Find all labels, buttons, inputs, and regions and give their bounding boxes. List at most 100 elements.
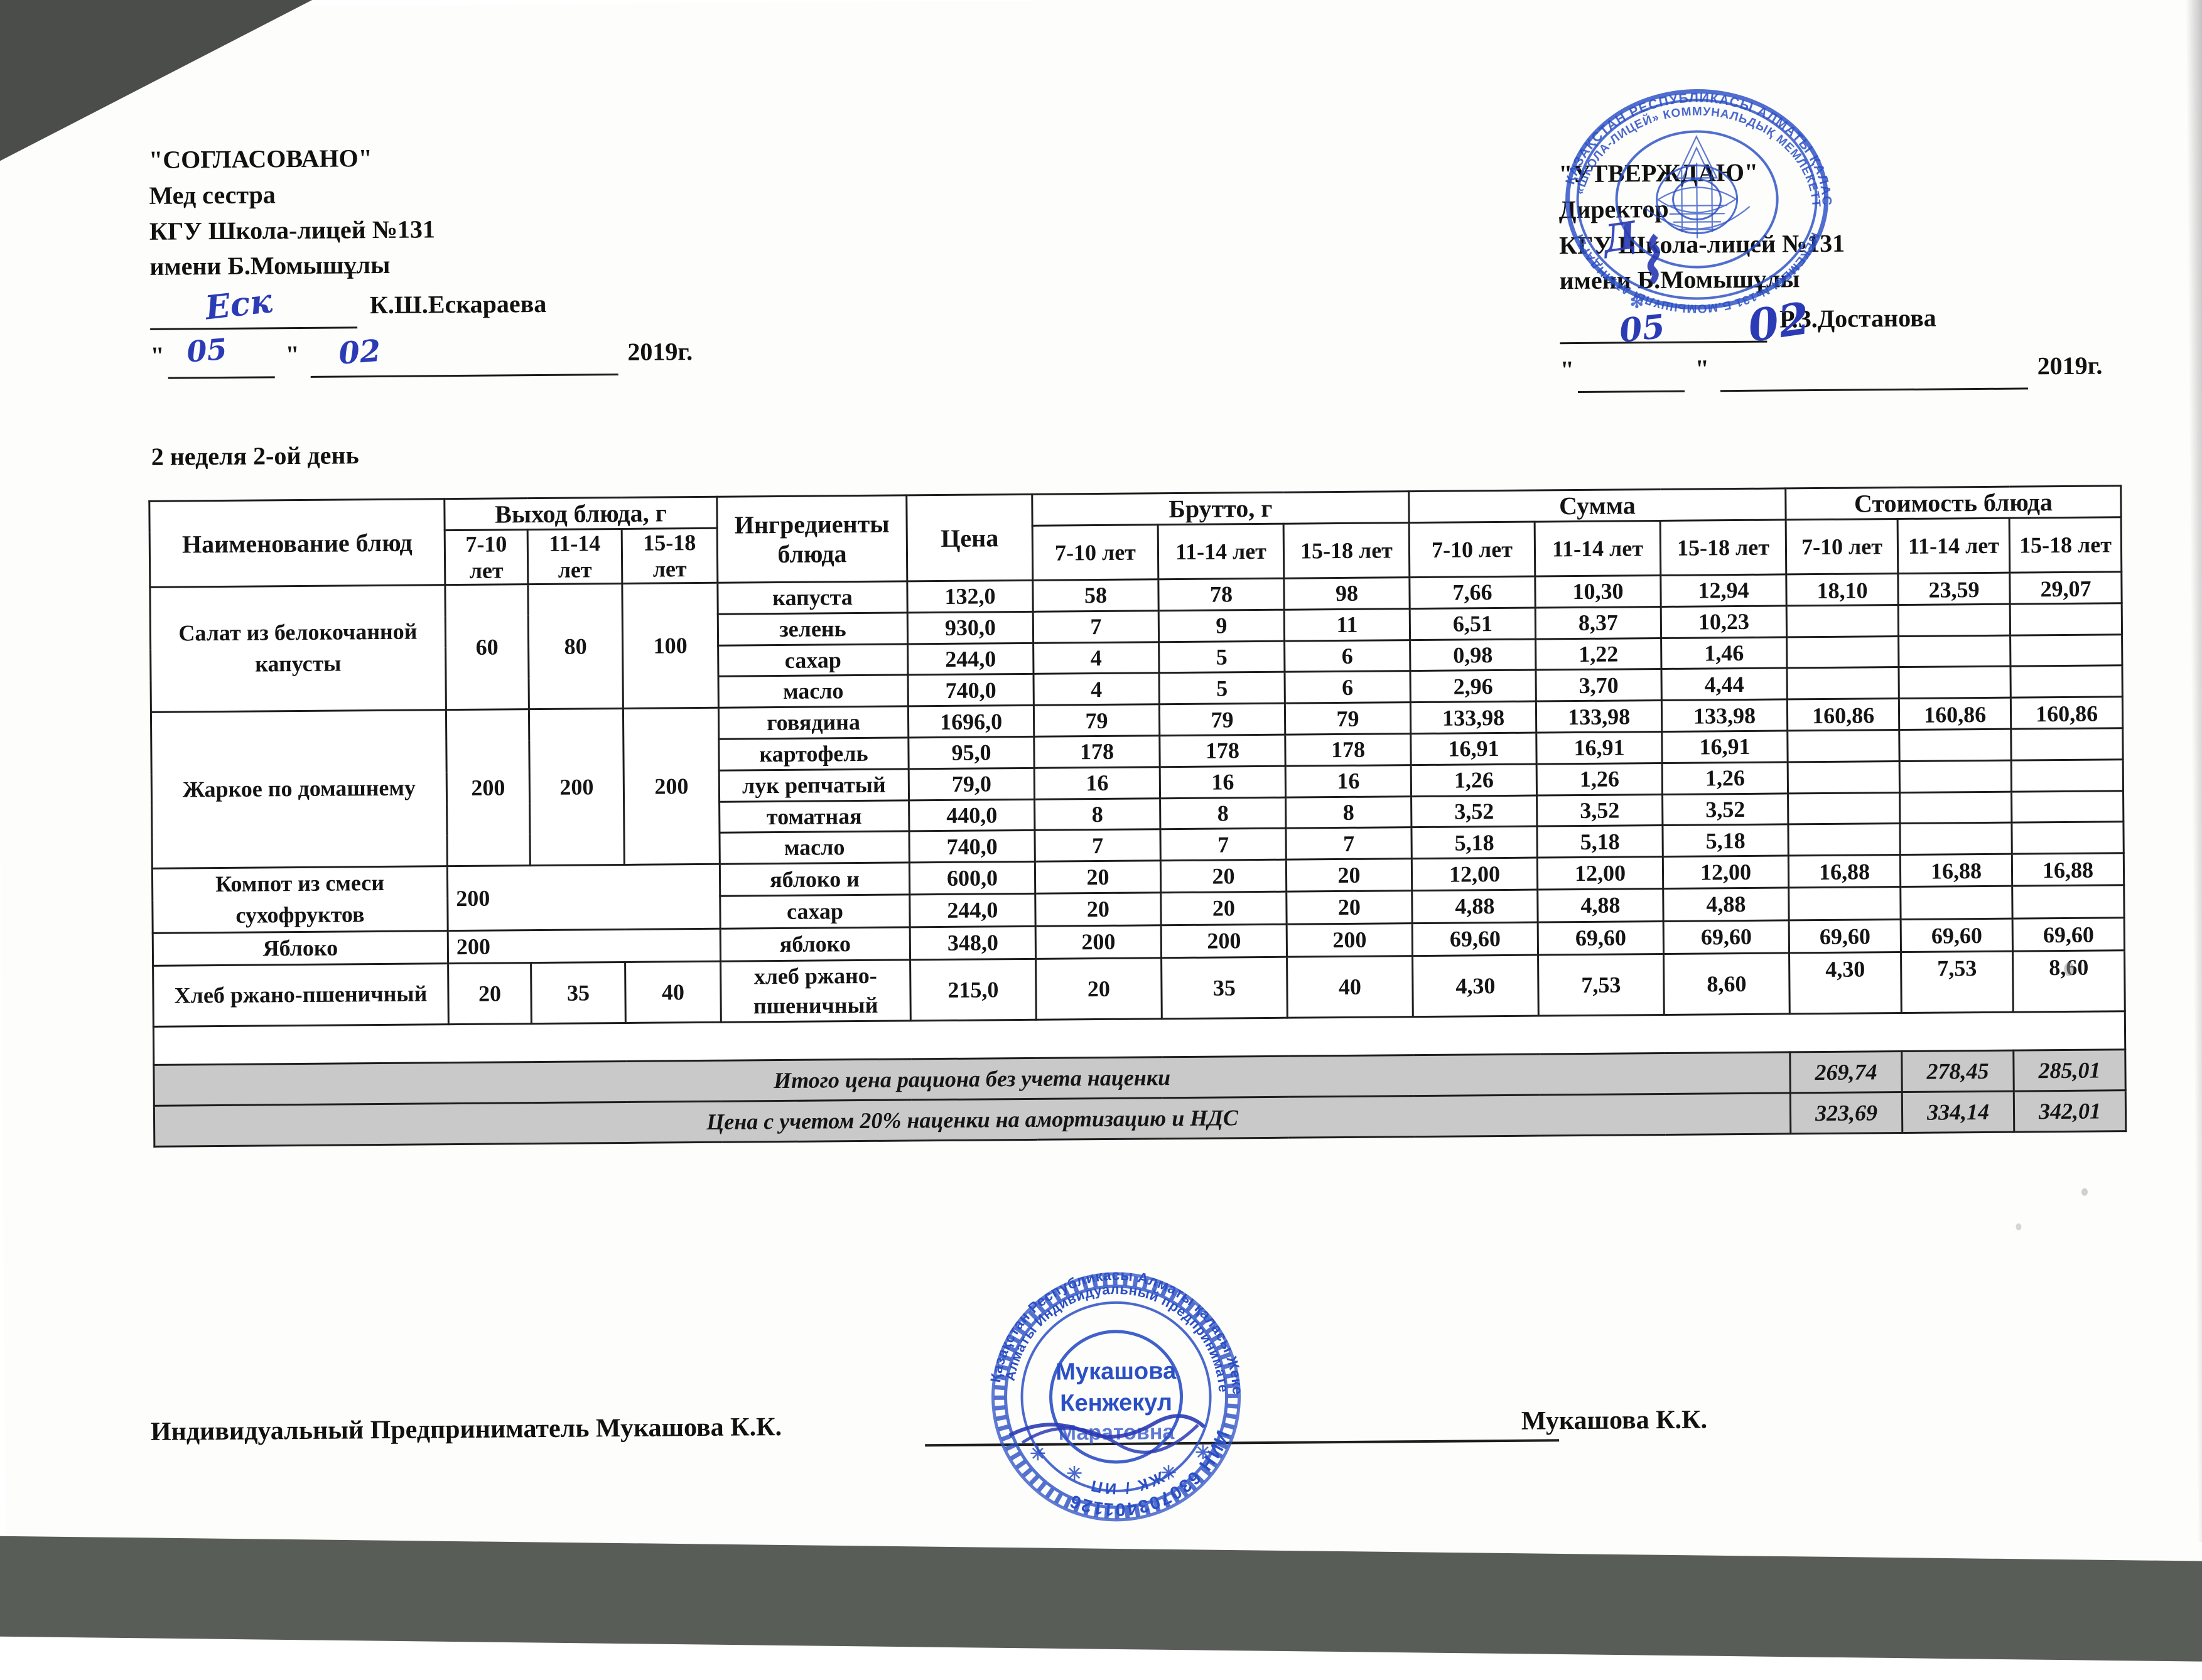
cell-cost-0: 18,10 [1786, 574, 1898, 606]
cell-sum-1: 8,37 [1535, 606, 1661, 638]
th-dish-name: Наименование блюд [149, 499, 445, 588]
cell-output-0: 20 [448, 963, 532, 1025]
cell-cost-empty-2 [2010, 665, 2122, 697]
cell-brutto-2: 98 [1284, 578, 1410, 610]
cell-cost-empty-2 [2012, 790, 2124, 822]
total-value-1-2: 342,01 [2014, 1090, 2126, 1131]
cell-cost-0: 16,88 [1788, 855, 1900, 888]
quote-open-left: " [150, 338, 165, 374]
cell-cost-empty-2 [2010, 634, 2122, 666]
cell-brutto-0: 7 [1033, 611, 1158, 643]
cell-output-1: 35 [531, 962, 626, 1024]
cell-cost-empty-1 [1901, 886, 2012, 919]
cell-output-merged: 200 [448, 929, 720, 964]
cell-sum-2: 5,18 [1663, 824, 1788, 856]
cell-price: 740,0 [908, 674, 1034, 706]
cell-brutto-1: 35 [1162, 957, 1288, 1018]
cell-output-0: 200 [446, 709, 530, 866]
th-age-cost-0: 7-10 лет [1786, 519, 1898, 574]
cell-sum-2: 1,46 [1661, 637, 1787, 669]
cell-cost-0: 4,30 [1789, 952, 1902, 1014]
cell-sum-1: 133,98 [1536, 701, 1661, 733]
cell-brutto-1: 20 [1161, 892, 1287, 925]
total-value-1-0: 323,69 [1790, 1092, 1902, 1133]
th-brutto: Брутто, г [1032, 492, 1409, 526]
cell-brutto-1: 200 [1161, 924, 1287, 958]
cell-cost-empty-0 [1788, 761, 1899, 793]
cell-brutto-0: 58 [1033, 579, 1158, 611]
cell-cost-empty-1 [1899, 635, 2010, 667]
cell-brutto-1: 78 [1158, 578, 1284, 610]
cell-sum-0: 6,51 [1410, 608, 1535, 640]
cell-dish-name: Хлеб ржано-пшеничный [153, 964, 449, 1026]
nurse-handwritten-signature: Еск [203, 278, 274, 331]
svg-text:✳: ✳ [1030, 1444, 1045, 1465]
cell-cost-empty-1 [1899, 729, 2011, 761]
th-age-brutto-2: 15-18 лет [1283, 523, 1410, 579]
cell-sum-1: 7,53 [1538, 954, 1665, 1016]
cell-cost-empty-1 [1900, 792, 2012, 824]
cell-cost-1: 160,86 [1899, 697, 2010, 730]
svg-text:ИИН 630703401126: ИИН 630703401126 [1066, 1427, 1234, 1519]
entrepreneur-round-stamp: Қазақстан Республикасы Алматы қаласы Жек… [971, 1245, 1262, 1536]
th-output: Выход блюда, г [445, 497, 717, 530]
cell-ingredient: говядина [718, 706, 908, 739]
cell-sum-2: 3,52 [1663, 793, 1788, 825]
cell-sum-1: 4,88 [1538, 889, 1663, 922]
cell-output-1: 80 [528, 583, 623, 709]
cell-sum-2: 8,60 [1664, 953, 1790, 1015]
cell-sum-2: 4,44 [1661, 668, 1787, 700]
year-label-left: 2019г. [627, 334, 693, 370]
cell-sum-0: 12,00 [1411, 858, 1537, 891]
scanned-page: "СОГЛАСОВАНО" Мед сестра КГУ Школа-лицей… [0, 0, 2202, 1596]
cell-cost-empty-0 [1787, 667, 1899, 699]
cell-sum-0: 0,98 [1410, 639, 1536, 671]
approval-date-row-left: " 05 " 02 2019г. [150, 328, 841, 382]
cell-sum-2: 1,26 [1662, 762, 1788, 794]
cell-dish-name: Яблоко [153, 930, 448, 966]
cell-sum-1: 12,00 [1537, 857, 1663, 890]
cell-ingredient: хлеб ржано-пшеничный [721, 960, 911, 1022]
cell-cost-empty-1 [1899, 760, 2011, 792]
month-underline-right [1720, 388, 2028, 392]
cell-brutto-0: 79 [1034, 704, 1159, 736]
cell-price: 132,0 [907, 580, 1033, 612]
cell-ingredient: яблоко [720, 927, 910, 961]
quote-close-right: " [1695, 352, 1709, 387]
th-age-output-1: 11-14 лет [527, 529, 622, 584]
approval-block-left: "СОГЛАСОВАНО" Мед сестра КГУ Школа-лицей… [149, 137, 841, 382]
week-day-label: 2 неделя 2-ой день [151, 440, 359, 471]
document-body: "СОГЛАСОВАНО" Мед сестра КГУ Школа-лицей… [0, 0, 2202, 1596]
th-age-cost-2: 15-18 лет [2009, 517, 2122, 573]
cell-brutto-0: 4 [1034, 642, 1159, 674]
cell-price: 244,0 [908, 643, 1034, 675]
cell-cost-1: 7,53 [1901, 951, 2014, 1013]
cell-ingredient: масло [720, 831, 909, 864]
cell-sum-0: 7,66 [1410, 576, 1535, 608]
cell-brutto-1: 20 [1160, 859, 1286, 893]
cell-sum-2: 69,60 [1663, 920, 1789, 954]
cell-cost-2: 8,60 [2013, 950, 2125, 1012]
school-name-line1: КГУ Школа-лицей №131 [149, 208, 840, 249]
cell-price: 600,0 [909, 862, 1035, 895]
th-age-output-0: 7-10 лет [445, 530, 528, 585]
cell-sum-1: 16,91 [1536, 731, 1662, 763]
quote-close-left: " [285, 337, 300, 373]
cell-cost-empty-1 [1900, 822, 2012, 854]
cell-cost-0: 160,86 [1787, 699, 1899, 731]
cell-brutto-2: 16 [1285, 765, 1411, 797]
cell-brutto-2: 7 [1286, 827, 1411, 859]
cell-brutto-0: 20 [1035, 893, 1161, 926]
svg-text:Алматы Индивидуальный предприн: Алматы Индивидуальный предприниматель [971, 1245, 1232, 1395]
cell-ingredient: зелень [718, 613, 907, 645]
cell-sum-2: 16,91 [1662, 731, 1788, 763]
cell-dish-name: Жаркое по домашнему [151, 710, 447, 869]
th-ingredients: Ингредиенты блюда [717, 495, 907, 583]
cell-cost-empty-2 [2011, 759, 2123, 791]
cell-brutto-1: 178 [1160, 735, 1285, 767]
cell-sum-1: 69,60 [1538, 921, 1663, 955]
svg-text:Қазақстан Республикасы Алматы: Қазақстан Республикасы Алматы қаласы Жек… [971, 1245, 1246, 1397]
day-underline-right [1578, 390, 1685, 393]
cell-cost-empty-0 [1789, 887, 1901, 920]
